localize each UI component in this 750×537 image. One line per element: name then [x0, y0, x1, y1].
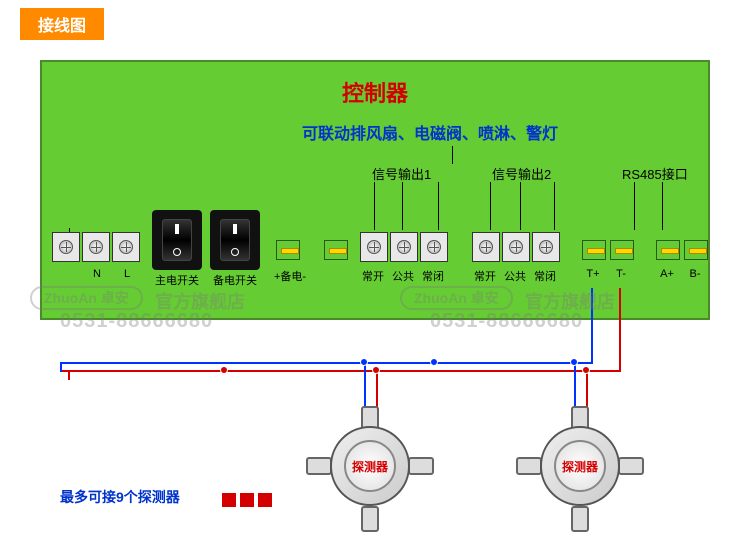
wire-bus-blue	[60, 362, 593, 364]
label-out2-no: 常开	[470, 268, 500, 284]
footer-note: 最多可接9个探测器	[60, 487, 180, 507]
comm-tminus	[610, 240, 634, 260]
controller-title: 控制器	[342, 76, 408, 108]
junction-det1-red	[372, 366, 380, 374]
controller-subtitle: 可联动排风扇、电磁阀、喷淋、警灯	[302, 120, 558, 144]
out2-com	[502, 232, 530, 262]
rs485-bminus	[684, 240, 708, 260]
out2-nc	[532, 232, 560, 262]
terminal-n	[82, 232, 110, 262]
label-bminus: B-	[680, 268, 710, 280]
junction-det2-red	[582, 366, 590, 374]
wire-stub-red	[68, 370, 70, 380]
wire-tminus-down	[619, 288, 621, 370]
label-backup-switch: 备电开关	[210, 272, 260, 288]
detector-2: 探测器	[520, 406, 640, 526]
label-l: L	[112, 268, 142, 280]
backup-power-switch[interactable]	[210, 210, 260, 270]
wire-tplus-down	[591, 288, 593, 362]
backup-power-terminal	[276, 240, 300, 260]
wire-det1-blue	[364, 362, 366, 412]
label-n: N	[82, 268, 112, 280]
label-tplus: T+	[578, 268, 608, 280]
out1-no	[360, 232, 388, 262]
label-out1-no: 常开	[358, 268, 388, 284]
label-out2-com: 公共	[500, 268, 530, 284]
signal-output-2-label: 信号输出2	[492, 164, 551, 183]
main-power-switch[interactable]	[152, 210, 202, 270]
out1-com	[390, 232, 418, 262]
footer-indicator-icon	[222, 493, 272, 507]
out2-no	[472, 232, 500, 262]
detector-2-label: 探测器	[554, 440, 606, 492]
label-out1-com: 公共	[388, 268, 418, 284]
junction-det1-blue	[360, 358, 368, 366]
junction-bus-red	[220, 366, 228, 374]
label-tminus: T-	[606, 268, 636, 280]
detector-1: 探测器	[310, 406, 430, 526]
label-out2-nc: 常闭	[530, 268, 560, 284]
wire-det2-blue	[574, 362, 576, 412]
junction-bus-blue	[430, 358, 438, 366]
label-main-switch: 主电开关	[152, 272, 202, 288]
rs485-label: RS485接口	[622, 164, 688, 183]
label-out1-nc: 常闭	[418, 268, 448, 284]
controller-panel: 控制器 可联动排风扇、电磁阀、喷淋、警灯 信号输出1 信号输出2 RS485接口…	[40, 60, 710, 320]
signal-output-1-label: 信号输出1	[372, 164, 431, 183]
terminal-l	[112, 232, 140, 262]
label-aplus: A+	[652, 268, 682, 280]
comm-tplus	[582, 240, 606, 260]
wire-bus-red	[60, 370, 621, 372]
rs485-aplus	[656, 240, 680, 260]
out1-nc	[420, 232, 448, 262]
aux-terminal	[324, 240, 348, 260]
wire-stub-blue	[60, 362, 62, 372]
junction-det2-blue	[570, 358, 578, 366]
label-backup-power: +备电-	[268, 268, 312, 284]
detector-1-label: 探测器	[344, 440, 396, 492]
banner-title: 接线图	[20, 8, 104, 40]
terminal-ground	[52, 232, 80, 262]
